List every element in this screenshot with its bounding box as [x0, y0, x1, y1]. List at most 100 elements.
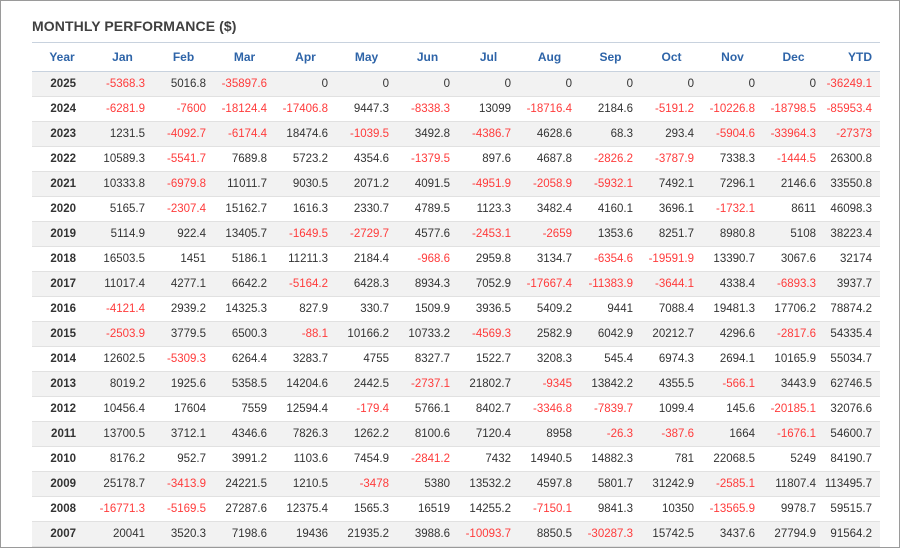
month-value-cell: -10226.8: [702, 96, 763, 122]
table-row: 2024 -6281.9 -7600 -18124.4 -17406.8 9447.3 -8…: [32, 96, 880, 122]
month-value-cell: 11211.3: [275, 246, 336, 272]
month-value-cell: 14325.3: [214, 296, 275, 322]
month-value-cell: 4597.8: [519, 471, 580, 497]
month-value-cell: 0: [397, 71, 458, 97]
month-value-cell: 14882.3: [580, 446, 641, 472]
month-value-cell: 4628.6: [519, 121, 580, 147]
month-value-cell: 1103.6: [275, 446, 336, 472]
month-value-cell: 5114.9: [92, 221, 153, 247]
table-row: 2010 8176.2 952.7 3991.2 1103.6 7454.9 -2841.2…: [32, 446, 880, 472]
ytd-cell: 32076.6: [824, 396, 880, 422]
month-value-cell: 952.7: [153, 446, 214, 472]
month-value-cell: 8019.2: [92, 371, 153, 397]
column-header-may: May: [336, 42, 397, 72]
year-cell: 2021: [32, 171, 92, 197]
ytd-cell: 62746.5: [824, 371, 880, 397]
month-value-cell: 6428.3: [336, 271, 397, 297]
month-value-cell: -4121.4: [92, 296, 153, 322]
ytd-cell: 59515.7: [824, 496, 880, 522]
month-value-cell: -1379.5: [397, 146, 458, 172]
month-value-cell: 10333.8: [92, 171, 153, 197]
month-value-cell: -17667.4: [519, 271, 580, 297]
month-value-cell: 21802.7: [458, 371, 519, 397]
month-value-cell: 27287.6: [214, 496, 275, 522]
year-cell: 2008: [32, 496, 92, 522]
month-value-cell: 1099.4: [641, 396, 702, 422]
year-cell: 2016: [32, 296, 92, 322]
month-value-cell: 1451: [153, 246, 214, 272]
month-value-cell: 5380: [397, 471, 458, 497]
year-cell: 2020: [32, 196, 92, 222]
month-value-cell: 17706.2: [763, 296, 824, 322]
panel-title: MONTHLY PERFORMANCE ($): [32, 18, 237, 34]
month-value-cell: 781: [641, 446, 702, 472]
month-value-cell: 8402.7: [458, 396, 519, 422]
month-value-cell: 3696.1: [641, 196, 702, 222]
month-value-cell: 827.9: [275, 296, 336, 322]
month-value-cell: 0: [519, 71, 580, 97]
month-value-cell: -6281.9: [92, 96, 153, 122]
month-value-cell: 21935.2: [336, 521, 397, 547]
month-value-cell: 10589.3: [92, 146, 153, 172]
month-value-cell: 7689.8: [214, 146, 275, 172]
month-value-cell: 10165.9: [763, 346, 824, 372]
month-value-cell: 3991.2: [214, 446, 275, 472]
year-cell: 2013: [32, 371, 92, 397]
column-header-mar: Mar: [214, 42, 275, 72]
month-value-cell: 10350: [641, 496, 702, 522]
year-cell: 2009: [32, 471, 92, 497]
month-value-cell: -5164.2: [275, 271, 336, 297]
table-row: 2011 13700.5 3712.1 4346.6 7826.3 1262.2 8100.…: [32, 421, 880, 447]
monthly-performance-table: Year Jan Feb Mar Apr May Jun Jul Aug Sep Oct Nov Dec…: [32, 42, 880, 547]
month-value-cell: -13565.9: [702, 496, 763, 522]
table-row: 2016 -4121.4 2939.2 14325.3 827.9 330.7 1509.9…: [32, 296, 880, 322]
month-value-cell: 31242.9: [641, 471, 702, 497]
month-value-cell: -5932.1: [580, 171, 641, 197]
month-value-cell: 8327.7: [397, 346, 458, 372]
month-value-cell: 15742.5: [641, 521, 702, 547]
month-value-cell: 1231.5: [92, 121, 153, 147]
month-value-cell: 4277.1: [153, 271, 214, 297]
column-header-aug: Aug: [519, 42, 580, 72]
month-value-cell: 11807.4: [763, 471, 824, 497]
month-value-cell: 5165.7: [92, 196, 153, 222]
month-value-cell: 8958: [519, 421, 580, 447]
month-value-cell: 4160.1: [580, 196, 641, 222]
month-value-cell: 3988.6: [397, 521, 458, 547]
month-value-cell: -5309.3: [153, 346, 214, 372]
month-value-cell: 13405.7: [214, 221, 275, 247]
month-value-cell: 12602.5: [92, 346, 153, 372]
month-value-cell: -2737.1: [397, 371, 458, 397]
table-row: 2023 1231.5 -4092.7 -6174.4 18474.6 -1039.5 34…: [32, 121, 880, 147]
month-value-cell: -3787.9: [641, 146, 702, 172]
month-value-cell: 8980.8: [702, 221, 763, 247]
month-value-cell: 8251.7: [641, 221, 702, 247]
year-cell: 2014: [32, 346, 92, 372]
column-header-nov: Nov: [702, 42, 763, 72]
month-value-cell: 3134.7: [519, 246, 580, 272]
month-value-cell: 9030.5: [275, 171, 336, 197]
table-row: 2014 12602.5 -5309.3 6264.4 3283.7 4755 8327.7…: [32, 346, 880, 372]
month-value-cell: -3346.8: [519, 396, 580, 422]
month-value-cell: 3283.7: [275, 346, 336, 372]
month-value-cell: -2826.2: [580, 146, 641, 172]
ytd-cell: 54600.7: [824, 421, 880, 447]
table-row: 2013 8019.2 1925.6 5358.5 14204.6 2442.5 -2737…: [32, 371, 880, 397]
month-value-cell: 4296.6: [702, 321, 763, 347]
month-value-cell: 8850.5: [519, 521, 580, 547]
month-value-cell: -6979.8: [153, 171, 214, 197]
month-value-cell: 1353.6: [580, 221, 641, 247]
month-value-cell: 7454.9: [336, 446, 397, 472]
month-value-cell: 3482.4: [519, 196, 580, 222]
column-header-apr: Apr: [275, 42, 336, 72]
month-value-cell: -19591.9: [641, 246, 702, 272]
month-value-cell: 5766.1: [397, 396, 458, 422]
year-cell: 2022: [32, 146, 92, 172]
month-value-cell: -1444.5: [763, 146, 824, 172]
month-value-cell: 2146.6: [763, 171, 824, 197]
month-value-cell: 4355.5: [641, 371, 702, 397]
month-value-cell: -4092.7: [153, 121, 214, 147]
month-value-cell: -8338.3: [397, 96, 458, 122]
month-value-cell: -4951.9: [458, 171, 519, 197]
month-value-cell: 3712.1: [153, 421, 214, 447]
